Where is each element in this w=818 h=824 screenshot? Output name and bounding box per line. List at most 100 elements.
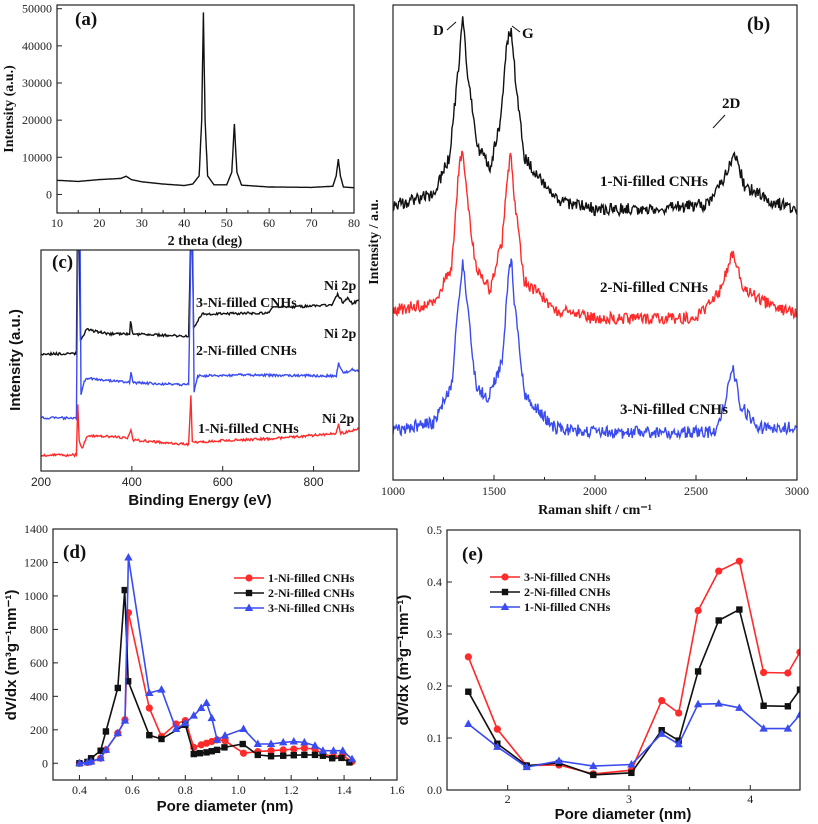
x-axis-label: 2 theta (deg) <box>168 234 243 249</box>
g-band-arrow <box>511 25 521 33</box>
data-point-triangle <box>714 699 723 707</box>
data-point-triangle <box>300 737 309 746</box>
data-point-triangle <box>101 745 111 753</box>
data-point-square <box>190 750 197 758</box>
data-point-circle <box>300 744 308 752</box>
data-point-triangle <box>627 760 636 768</box>
x-tick-label: 1500 <box>482 484 506 498</box>
x-tick-label: 3 <box>626 792 632 806</box>
data-point-square <box>245 589 253 597</box>
data-point-triangle <box>589 761 598 770</box>
data-point-triangle <box>522 762 531 771</box>
data-point-square <box>338 754 345 762</box>
x-tick-label: 70 <box>306 216 318 230</box>
data-point-triangle <box>464 719 473 727</box>
data-point-triangle <box>86 757 96 765</box>
plot-area <box>41 250 359 458</box>
y-tick-label: 40000 <box>22 39 52 53</box>
data-point-triangle <box>310 741 320 749</box>
x-tick-label: 20 <box>93 216 105 230</box>
data-point-circle <box>694 607 702 615</box>
data-point-triangle <box>189 711 198 719</box>
y-axis-label: dV/dx (m³g⁻¹nm⁻¹) <box>395 595 412 726</box>
data-point-triangle <box>795 710 800 718</box>
y-tick-label: 30000 <box>22 76 52 90</box>
y-tick-label: 0 <box>46 187 52 201</box>
data-point-triangle <box>181 718 190 727</box>
data-point-circle <box>245 574 253 582</box>
plot-frame <box>446 529 801 791</box>
legend-item: 3-Ni-filled CNHs <box>490 570 611 584</box>
y-tick-label: 0 <box>42 756 48 770</box>
ni-2p-label: Ni 2p <box>324 279 357 294</box>
panel-label: (e) <box>462 544 483 565</box>
data-point-triangle <box>220 731 230 739</box>
y-axis-label: dV/dx (m³g⁻¹nm⁻¹) <box>3 590 20 721</box>
data-point-triangle <box>75 758 84 767</box>
y-tick-label: 0.1 <box>427 731 442 745</box>
ni-2p-label: Ni 2p <box>322 412 355 427</box>
data-point-square <box>102 728 110 735</box>
x-tick-label: 400 <box>122 475 142 489</box>
data-point-square <box>213 746 221 754</box>
data-point-circle <box>784 669 792 677</box>
d-band-label: D <box>433 23 444 39</box>
data-point-triangle <box>693 699 703 708</box>
data-point-circle <box>493 725 501 733</box>
data-point-square <box>784 703 792 710</box>
plot-area <box>393 16 797 441</box>
data-point-triangle <box>500 602 510 610</box>
y-tick-label: 0.0 <box>427 783 442 797</box>
x-tick-label: 1.0 <box>231 783 246 797</box>
y-tick-label: 200 <box>30 723 48 737</box>
ni-2p-label: Ni 2p <box>324 327 357 342</box>
y-axis-label: Intensity / a.u. <box>367 199 382 285</box>
data-point-triangle <box>207 713 216 722</box>
x-axis-label: Binding Energy (eV) <box>128 492 271 509</box>
y-axis-label: Intensity (a.u.) <box>2 65 17 153</box>
2d-band-arrow <box>712 114 726 129</box>
data-point-circle <box>267 747 275 755</box>
data-point-triangle <box>279 737 288 746</box>
x-tick-label: 0.4 <box>72 783 87 797</box>
legend-item: 3-Ni-filled CNHs <box>234 601 355 615</box>
d-band-arrow <box>446 21 457 31</box>
plot-area <box>464 557 800 779</box>
series-label: 2-Ni-filled CNHs <box>196 344 297 359</box>
data-point-triangle <box>674 739 683 748</box>
data-point-circle <box>464 653 472 661</box>
panel-b: 1000 1500 2000 2500 3000 (b) Raman shift / cm⁻… <box>367 4 809 518</box>
panel-d: 0.4 0.6 0.8 1.0 1.2 1.4 1.6 0 200 400 600 800 1000 12… <box>3 522 405 815</box>
data-point-square <box>796 686 800 693</box>
series-line-2 <box>79 590 350 765</box>
x-tick-label: 4 <box>747 792 753 806</box>
x-tick-label: 2 <box>505 792 511 806</box>
y-tick-label: 1000 <box>24 589 48 603</box>
data-point-square <box>715 617 722 624</box>
legend-item: 1-Ni-filled CNHs <box>234 571 355 585</box>
series-line-3 <box>41 395 359 458</box>
x-tick-label: 1000 <box>381 484 405 498</box>
series-line-1 <box>41 250 359 357</box>
data-point-triangle <box>120 716 130 724</box>
data-point-triangle <box>212 735 222 743</box>
g-band-label: G <box>522 26 534 42</box>
data-point-square <box>267 753 275 760</box>
panel-label: (b) <box>747 14 770 35</box>
panel-label: (a) <box>75 9 97 30</box>
data-point-circle <box>735 557 743 565</box>
y-tick-label: 0.3 <box>427 627 442 641</box>
data-point-square <box>97 747 104 754</box>
x-axis-label: Raman shift / cm⁻¹ <box>538 503 652 518</box>
data-point-circle <box>239 749 248 757</box>
series-line-3 <box>393 258 797 441</box>
data-point-triangle <box>124 552 133 561</box>
data-point-square <box>196 750 204 757</box>
data-point-square <box>124 678 132 685</box>
data-point-circle <box>279 746 287 754</box>
x-tick-label: 1.4 <box>337 783 352 797</box>
x-tick-label: 2500 <box>684 484 708 498</box>
legend-label: 3-Ni-filled CNHs <box>268 601 355 615</box>
x-tick-label: 200 <box>31 475 51 489</box>
